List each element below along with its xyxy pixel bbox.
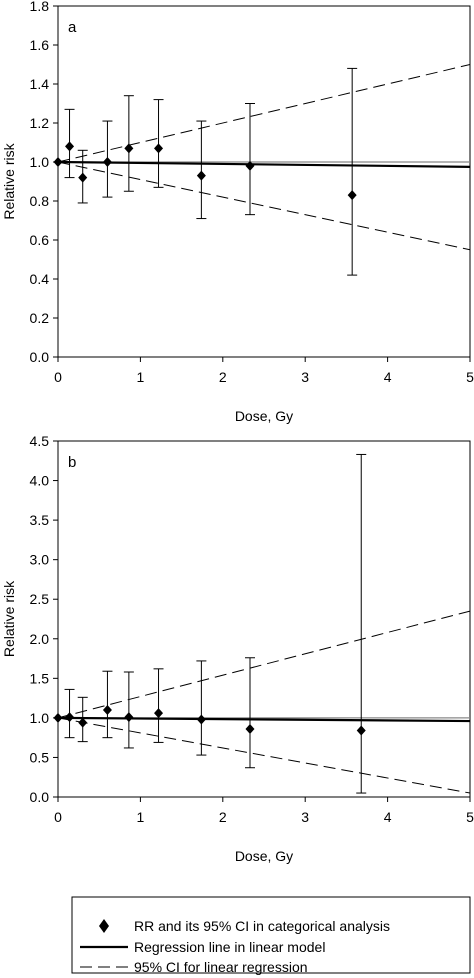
rr-diamond-point (356, 725, 366, 736)
rr-diamond-point (196, 170, 206, 181)
y-tick-label: 0.4 (30, 271, 50, 287)
y-tick-label: 1.6 (30, 37, 50, 53)
regression-line (57, 160, 471, 168)
x-tick-label: 3 (301, 369, 309, 385)
rr-diamond-point (102, 157, 112, 167)
y-tick-label: 0.8 (30, 193, 50, 209)
rr-diamond-point (78, 172, 88, 183)
rr-diamond-point (154, 708, 164, 719)
y-tick-label: 4.5 (30, 433, 50, 449)
rr-diamond-point (78, 717, 88, 728)
x-tick-label: 0 (54, 809, 62, 825)
y-tick-label: 0.2 (30, 310, 50, 326)
x-axis-title: Dose, Gy (235, 848, 293, 864)
y-tick-label: 1.0 (30, 710, 50, 726)
x-tick-label: 5 (466, 369, 474, 385)
rr-diamond-point (53, 157, 63, 167)
y-tick-label: 0.0 (30, 349, 50, 365)
rr-diamond-point (196, 714, 206, 725)
x-tick-label: 0 (54, 369, 62, 385)
x-tick-label: 1 (137, 369, 145, 385)
y-tick-label: 1.4 (30, 76, 50, 92)
x-tick-label: 4 (384, 369, 392, 385)
rr-diamond-point (65, 712, 75, 723)
y-tick-label: 1.5 (30, 670, 50, 686)
rr-diamond-point (102, 704, 112, 715)
ci-lower-dashed-line (57, 717, 471, 794)
x-tick-label: 2 (219, 809, 227, 825)
legend-item-ci: 95% CI for linear regression (80, 959, 308, 975)
rr-diamond-point (65, 141, 75, 152)
rr-diamond-point (53, 712, 63, 723)
y-tick-label: 1.0 (30, 154, 50, 170)
rr-diamond-point (245, 723, 255, 734)
plot-area-frame (57, 5, 471, 358)
x-tick-label: 5 (466, 809, 474, 825)
x-tick-label: 1 (137, 809, 145, 825)
y-tick-label: 4.0 (30, 473, 50, 489)
legend-box (71, 896, 471, 974)
panel-letter: b (68, 454, 76, 471)
ci-upper-dashed-line (57, 64, 471, 163)
rr-diamond-point (154, 143, 164, 154)
y-tick-label: 0.5 (30, 749, 50, 765)
legend-diamond-marker (99, 919, 109, 933)
rr-diamond-point (124, 143, 134, 154)
ci-lower-dashed-line (57, 161, 471, 251)
y-tick-label: 0.6 (30, 232, 50, 248)
x-tick-label: 2 (219, 369, 227, 385)
y-tick-label: 3.0 (30, 552, 50, 568)
y-tick-label: 2.0 (30, 631, 50, 647)
legend-item-regression: Regression line in linear model (80, 939, 325, 955)
chart-panel-b: 0.0 0.5 1.0 1.5 2.0 2.5 3.0 3.5 4.0 4.5 0 1 2 3 4 5 Dose… (1, 433, 474, 864)
y-axis-title: Relative risk (1, 580, 17, 657)
legend-item-categorical: RR and its 95% CI in categorical analysi… (99, 918, 390, 934)
rr-diamond-point (124, 712, 134, 723)
rr-diamond-point (347, 190, 357, 201)
panel-letter: a (68, 19, 77, 36)
x-tick-label: 3 (301, 809, 309, 825)
legend-label-ci: 95% CI for linear regression (134, 959, 308, 975)
legend-label-regression: Regression line in linear model (134, 939, 325, 955)
y-tick-label: 0.0 (30, 789, 50, 805)
x-tick-label: 4 (384, 809, 392, 825)
legend-label-categorical: RR and its 95% CI in categorical analysi… (134, 918, 390, 934)
rr-diamond-point (245, 160, 255, 171)
ci-upper-dashed-line (57, 610, 471, 719)
plot-area-frame (57, 440, 471, 798)
y-tick-label: 1.2 (30, 115, 50, 131)
y-tick-label: 3.5 (30, 512, 50, 528)
y-tick-label: 1.8 (30, 0, 50, 14)
y-axis-title: Relative risk (1, 142, 17, 219)
legend: RR and its 95% CI in categorical analysi… (71, 896, 471, 975)
chart-panel-a: 0.0 0.2 0.4 0.6 0.8 1.0 1.2 1.4 1.6 1.8 0 1 2 3 4 5 Dose… (1, 0, 474, 424)
y-tick-label: 2.5 (30, 591, 50, 607)
x-axis-title: Dose, Gy (235, 408, 293, 424)
